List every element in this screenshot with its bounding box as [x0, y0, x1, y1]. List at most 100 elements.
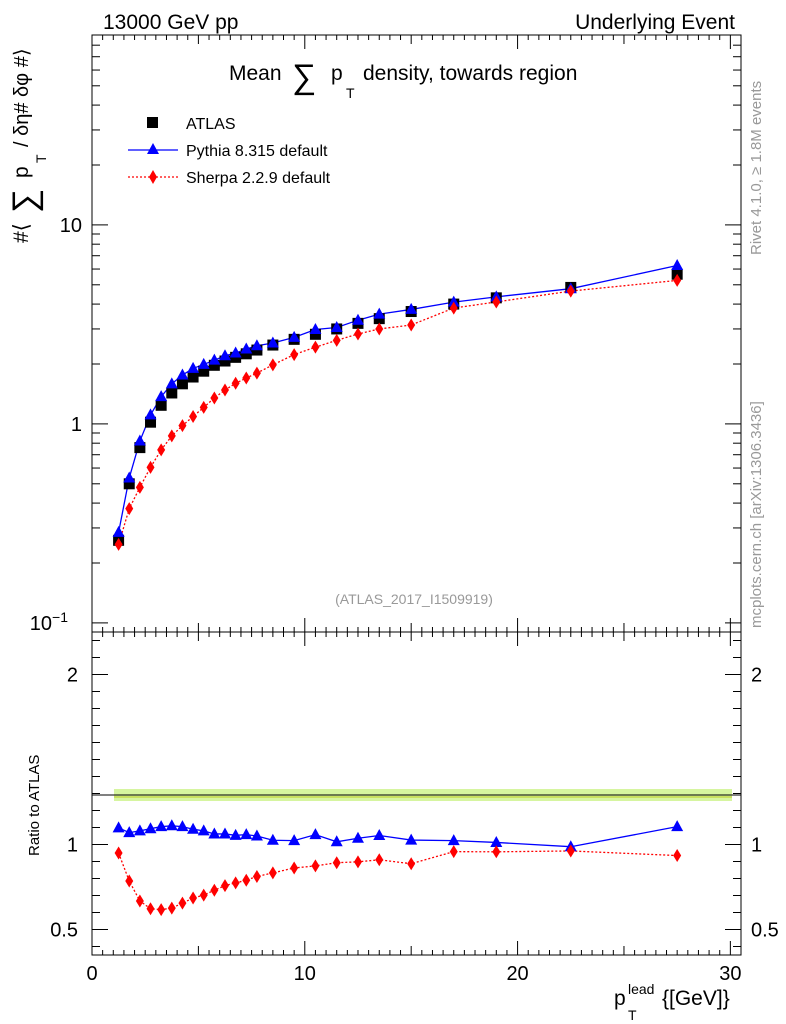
pythia-point	[208, 353, 221, 365]
y-tick-label: 10−1	[30, 609, 68, 635]
main-points	[112, 259, 684, 551]
pythia-point	[447, 295, 460, 307]
x-axis-label: p lead T {[GeV]}	[614, 981, 730, 1023]
sherpa-point	[125, 502, 134, 516]
sherpa-ratio-point	[210, 883, 219, 897]
y-axis-label-sub: T	[33, 154, 49, 163]
sherpa-point	[407, 318, 416, 332]
pythia-ratio-point	[155, 820, 168, 832]
sherpa-point	[375, 322, 384, 336]
analysis-id: (ATLAS_2017_I1509919)	[335, 591, 493, 607]
sherpa-ratio-point	[231, 876, 240, 890]
pythia-point	[197, 357, 210, 369]
sherpa-ratio-point	[114, 846, 123, 860]
sherpa-point	[210, 391, 219, 405]
sherpa-ratio-point	[492, 845, 501, 859]
pythia-line	[117, 264, 678, 533]
atlas-point	[123, 478, 135, 490]
pythia-ratio-point	[123, 826, 136, 838]
legend: ATLAS Pythia 8.315 default Sherpa 2.2.9 …	[128, 116, 331, 187]
sherpa-line	[117, 279, 678, 545]
sherpa-point	[353, 327, 362, 341]
atlas-point	[187, 371, 199, 383]
pythia-ratio-point	[133, 824, 146, 836]
pythia-ratio-point	[112, 821, 125, 833]
ratio-points	[112, 819, 684, 917]
sherpa-ratio-line	[117, 850, 678, 911]
pythia-ratio-point	[405, 833, 418, 845]
sherpa-point	[252, 366, 261, 380]
pythia-ratio-point	[373, 828, 386, 840]
sherpa-point	[189, 409, 198, 423]
pythia-point	[187, 361, 200, 373]
atlas-point	[219, 355, 231, 367]
atlas-point	[155, 399, 167, 411]
plot-title-main: Mean	[229, 62, 282, 85]
sherpa-point	[146, 460, 155, 474]
pythia-point	[133, 434, 146, 446]
header-left: 13000 GeV pp	[103, 11, 238, 34]
pythia-point	[123, 471, 136, 483]
pythia-ratio-point	[490, 835, 503, 847]
header-right: Underlying Event	[575, 11, 735, 34]
y-axis-label-post: / δη# δφ #⟩	[11, 48, 33, 147]
pythia-ratio-point	[250, 829, 263, 841]
pythia-point	[250, 339, 263, 351]
pythia-ratio-point	[266, 833, 279, 845]
sherpa-ratio-point	[189, 891, 198, 905]
atlas-point	[198, 365, 210, 377]
x-tick-label: 30	[719, 963, 741, 985]
atlas-point	[309, 328, 321, 340]
sherpa-point	[673, 273, 682, 287]
pythia-point	[671, 259, 684, 271]
x-tick-label: 10	[294, 963, 316, 985]
atlas-point	[240, 348, 252, 360]
sherpa-point	[178, 419, 187, 433]
sherpa-point	[311, 340, 320, 354]
pythia-ratio-point	[165, 819, 178, 831]
y-tick-label: 10	[60, 215, 82, 237]
ratio-panel: 0 10 20 30 2 2 1 1 0.5 0.5	[50, 631, 779, 985]
sherpa-ratio-point	[167, 901, 176, 915]
pythia-point	[373, 307, 386, 319]
sherpa-point	[199, 400, 208, 414]
sherpa-ratio-point	[407, 857, 416, 871]
y-tick-label: 1	[71, 414, 82, 436]
plot-title-sum: ∑	[292, 58, 316, 96]
pythia-ratio-point	[309, 828, 322, 840]
sherpa-ratio-point	[353, 855, 362, 869]
ratio-axis-ticks: 0 10 20 30 2 2 1 1 0.5 0.5	[50, 632, 779, 985]
sherpa-ratio-point	[375, 853, 384, 867]
plot-title-sub: T	[346, 85, 355, 101]
legend-atlas-marker	[147, 117, 158, 128]
pythia-ratio-point	[218, 827, 231, 839]
atlas-point	[134, 442, 146, 454]
y-axis-label-sum: ∑	[6, 189, 44, 213]
ratio-y-tick-label-right: 1	[751, 835, 762, 857]
sherpa-point	[242, 371, 251, 385]
pythia-ratio-point	[187, 822, 200, 834]
sherpa-point	[566, 284, 575, 298]
pythia-point	[218, 349, 231, 361]
sherpa-ratio-point	[449, 845, 458, 859]
pythia-point	[351, 313, 364, 325]
ratio-y-tick-label-left: 0.5	[50, 920, 78, 942]
pythia-ratio-point	[240, 828, 253, 840]
atlas-point	[176, 378, 188, 390]
pythia-point	[240, 342, 253, 354]
x-tick-label: 20	[506, 963, 528, 985]
y-axis-label-p: p	[10, 166, 33, 178]
sherpa-point	[449, 301, 458, 315]
mcplots-label: mcplots.cern.ch [arXiv:1306.3436]	[748, 401, 765, 628]
sherpa-point	[332, 333, 341, 347]
pythia-point	[288, 330, 301, 342]
sherpa-ratio-point	[566, 844, 575, 858]
sherpa-point	[167, 429, 176, 443]
pythia-point	[330, 321, 343, 333]
sherpa-ratio-point	[178, 896, 187, 910]
pythia-ratio-point	[176, 820, 189, 832]
pythia-point	[405, 302, 418, 314]
pythia-ratio-point	[288, 834, 301, 846]
pythia-ratio-point	[229, 828, 242, 840]
